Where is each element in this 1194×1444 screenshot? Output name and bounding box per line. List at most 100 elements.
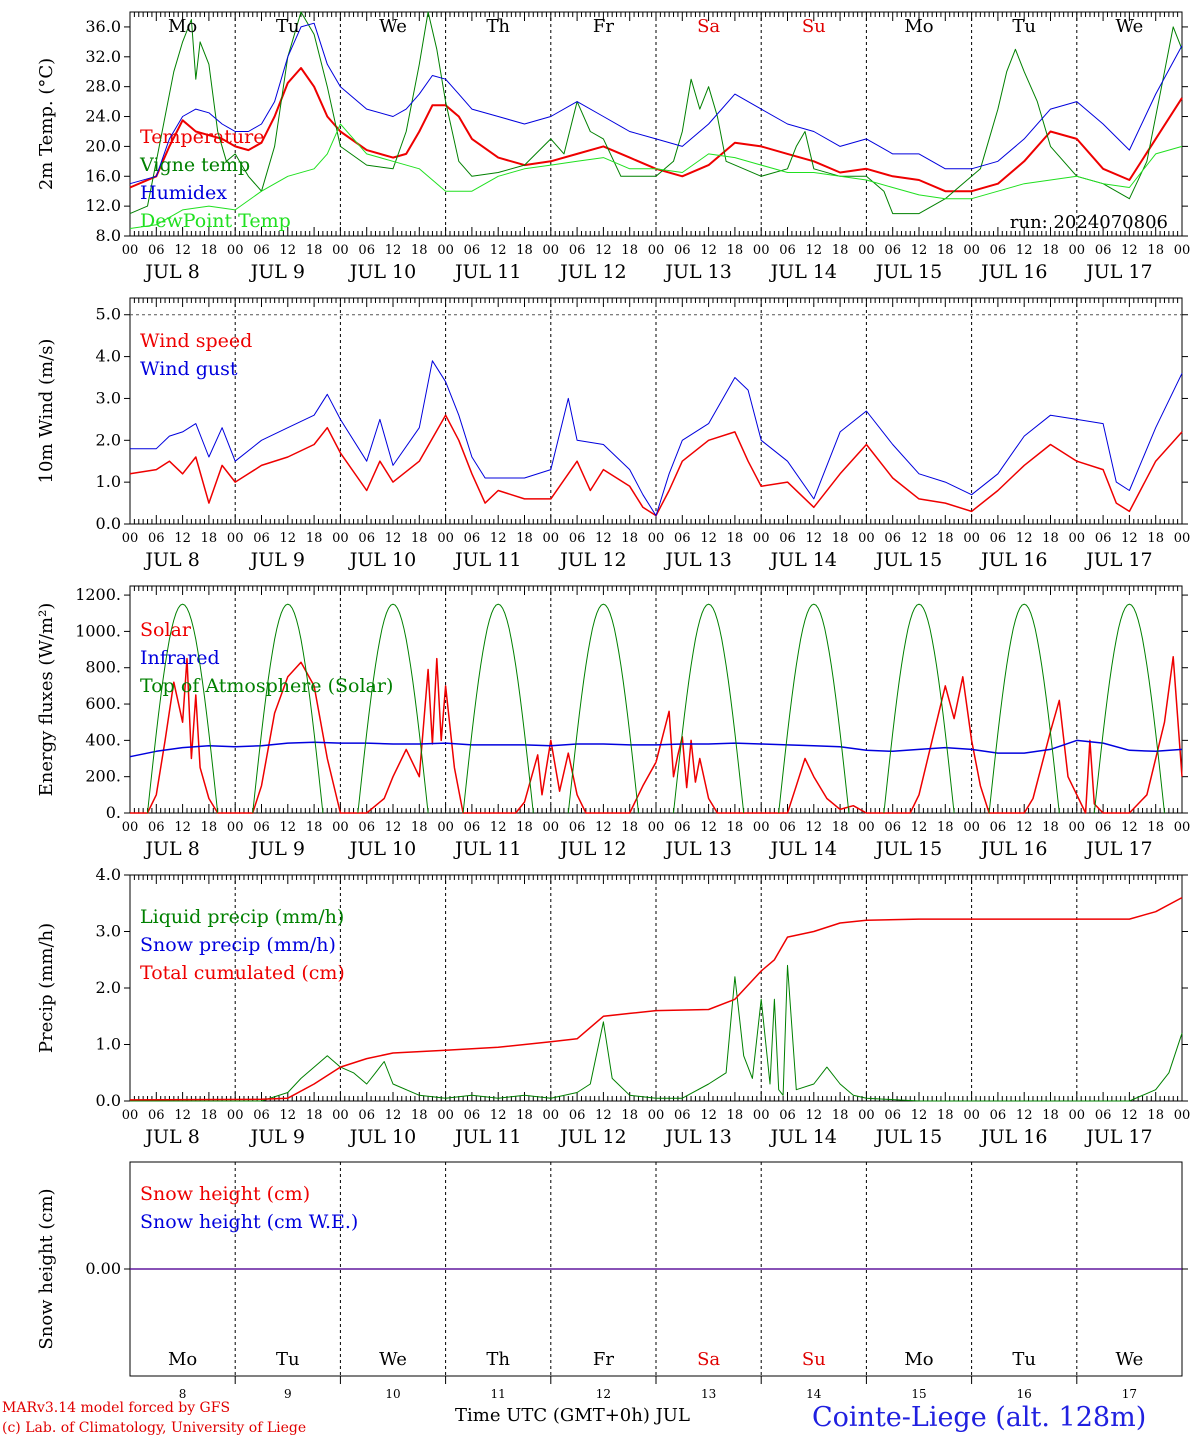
y-tick-label: 0.0 — [96, 514, 121, 533]
y-tick-label: 8.0 — [96, 226, 121, 245]
hour-tick-label: 12 — [1016, 531, 1033, 546]
hour-tick-label: 06 — [569, 820, 586, 835]
hour-tick-label: 00 — [332, 820, 349, 835]
hour-tick-label: 12 — [806, 1108, 823, 1123]
hour-tick-label: 18 — [411, 1108, 428, 1123]
hour-tick-label: 12 — [174, 820, 191, 835]
date-label: JUL 11 — [453, 838, 521, 860]
station-name: Cointe-Liege (alt. 128m) — [812, 1402, 1147, 1433]
hour-tick-label: 06 — [990, 820, 1007, 835]
hour-tick-label: 18 — [306, 820, 323, 835]
hour-tick-label: 12 — [490, 531, 507, 546]
hour-tick-label: 12 — [806, 820, 823, 835]
y-tick-label: 4.0 — [96, 865, 121, 884]
hour-tick-label: 06 — [884, 1108, 901, 1123]
series-line — [129, 123, 1183, 229]
hour-tick-label: 00 — [1069, 243, 1086, 258]
date-label: JUL 17 — [1084, 261, 1152, 283]
hour-tick-label: 06 — [464, 820, 481, 835]
date-label: JUL 10 — [348, 838, 416, 860]
date-label: JUL 15 — [874, 1126, 942, 1148]
day-number-label: 10 — [385, 1387, 400, 1401]
date-label: JUL 11 — [453, 261, 521, 283]
day-number-label: 15 — [911, 1387, 926, 1401]
hour-tick-label: 06 — [990, 1108, 1007, 1123]
date-label: JUL 17 — [1084, 549, 1152, 571]
date-label: JUL 12 — [558, 261, 626, 283]
y-axis-label: Precip (mm/h) — [36, 923, 57, 1053]
hour-tick-label: 12 — [1121, 243, 1138, 258]
hour-tick-label: 06 — [884, 531, 901, 546]
hour-tick-label: 06 — [464, 531, 481, 546]
legend-entry: Wind gust — [140, 358, 238, 380]
hour-tick-label: 00 — [858, 1108, 875, 1123]
y-tick-label: 28.0 — [85, 77, 121, 96]
y-axis-label: 2m Temp. (°C) — [36, 58, 57, 190]
hour-tick-label: 12 — [385, 1108, 402, 1123]
weekday-label: We — [1116, 1349, 1144, 1370]
hour-tick-label: 00 — [963, 243, 980, 258]
hour-tick-label: 18 — [516, 531, 533, 546]
hour-tick-label: 00 — [227, 243, 244, 258]
hour-tick-label: 00 — [122, 820, 139, 835]
hour-tick-label: 18 — [1042, 1108, 1059, 1123]
legend-entry: Total cumulated (cm) — [140, 962, 345, 984]
hour-tick-label: 06 — [884, 820, 901, 835]
weekday-label: Tu — [1012, 1349, 1036, 1370]
hour-tick-label: 12 — [280, 1108, 297, 1123]
date-label: JUL 9 — [249, 838, 305, 860]
hour-tick-label: 12 — [595, 1108, 612, 1123]
hour-tick-label: 06 — [464, 1108, 481, 1123]
y-tick-label: 5.0 — [96, 305, 121, 324]
day-number-label: 16 — [1017, 1387, 1032, 1401]
hour-tick-label: 00 — [753, 1108, 770, 1123]
hour-tick-label: 06 — [779, 1108, 796, 1123]
weekday-label: Sa — [697, 16, 720, 37]
hour-tick-label: 00 — [227, 531, 244, 546]
series-line — [129, 739, 1183, 758]
date-label: JUL 9 — [249, 261, 305, 283]
hour-tick-label: 18 — [411, 820, 428, 835]
hour-tick-label: 18 — [621, 1108, 638, 1123]
date-label: JUL 9 — [249, 1126, 305, 1148]
date-label: JUL 13 — [663, 261, 731, 283]
hour-tick-label: 12 — [911, 820, 928, 835]
y-tick-label: 36.0 — [85, 17, 121, 36]
date-label: JUL 17 — [1084, 1126, 1152, 1148]
day-number-label: 12 — [596, 1387, 611, 1401]
hour-tick-label: 00 — [963, 820, 980, 835]
y-tick-label: 1200. — [75, 585, 121, 604]
weekday-label: Sa — [697, 1349, 720, 1370]
weekday-label: We — [1116, 16, 1144, 37]
date-label: JUL 17 — [1084, 838, 1152, 860]
hour-tick-label: 00 — [753, 531, 770, 546]
hour-tick-label: 00 — [1069, 531, 1086, 546]
hour-tick-label: 06 — [990, 531, 1007, 546]
y-axis-label: Energy fluxes (W/m²) — [36, 603, 57, 797]
hour-tick-label: 00 — [332, 531, 349, 546]
weekday-label: Su — [802, 16, 826, 37]
hour-tick-label: 18 — [411, 531, 428, 546]
hour-tick-label: 00 — [437, 531, 454, 546]
hour-tick-label: 06 — [1095, 243, 1112, 258]
hour-tick-label: 00 — [648, 243, 665, 258]
weekday-label: Mo — [168, 16, 197, 37]
hour-tick-label: 18 — [1042, 243, 1059, 258]
hour-tick-label: 12 — [1016, 243, 1033, 258]
date-label: JUL 8 — [143, 549, 199, 571]
hour-tick-label: 12 — [911, 243, 928, 258]
day-number-label: 14 — [806, 1387, 822, 1401]
hour-tick-label: 00 — [332, 243, 349, 258]
hour-tick-label: 18 — [832, 820, 849, 835]
hour-tick-label: 06 — [1095, 531, 1112, 546]
legend-entry: Wind speed — [140, 330, 252, 352]
date-label: JUL 16 — [979, 1126, 1047, 1148]
hour-tick-label: 00 — [963, 1108, 980, 1123]
hour-tick-label: 12 — [174, 1108, 191, 1123]
hour-tick-label: 00 — [227, 820, 244, 835]
hour-tick-label: 06 — [674, 243, 691, 258]
y-tick-label: 0. — [106, 803, 121, 822]
hour-tick-label: 12 — [174, 243, 191, 258]
hour-tick-label: 06 — [253, 820, 270, 835]
hour-tick-label: 12 — [911, 531, 928, 546]
